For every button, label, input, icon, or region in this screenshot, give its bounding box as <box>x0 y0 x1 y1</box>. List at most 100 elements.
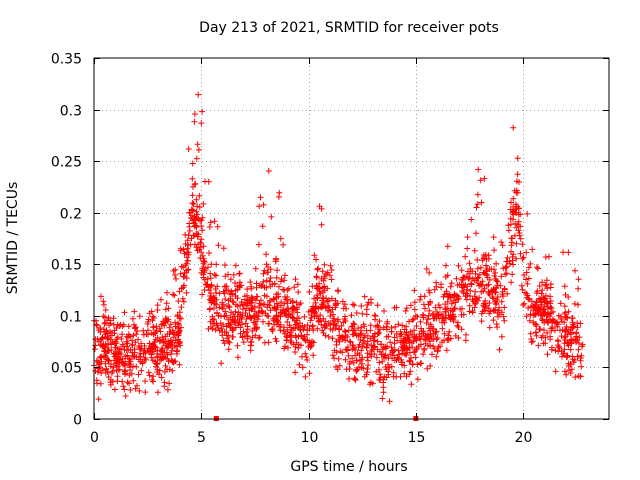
data-point <box>441 319 448 326</box>
data-point <box>372 313 379 319</box>
data-point <box>491 272 498 279</box>
data-point <box>125 323 132 330</box>
data-point <box>468 216 475 223</box>
data-point <box>369 380 376 387</box>
data-point <box>138 345 145 352</box>
data-point <box>375 329 382 336</box>
data-point <box>308 342 315 349</box>
data-point <box>179 295 186 302</box>
data-point <box>211 271 218 278</box>
data-point <box>408 381 415 388</box>
data-point <box>284 326 291 333</box>
data-point <box>336 362 343 369</box>
data-point <box>510 195 517 202</box>
data-point <box>341 315 348 322</box>
data-point <box>474 256 481 263</box>
data-point <box>392 323 399 330</box>
data-point <box>504 290 511 297</box>
data-point <box>175 339 182 346</box>
data-point <box>147 348 153 355</box>
data-point <box>222 283 229 290</box>
data-point <box>441 330 448 337</box>
data-point <box>327 262 334 269</box>
data-point <box>468 281 475 288</box>
data-point <box>438 284 445 291</box>
data-point <box>186 220 193 227</box>
data-point <box>127 387 134 393</box>
data-point <box>183 260 190 267</box>
data-point <box>431 345 438 352</box>
data-point <box>423 334 430 341</box>
data-point <box>470 298 477 305</box>
data-point <box>106 322 112 329</box>
data-point <box>164 331 171 338</box>
data-point <box>391 340 398 347</box>
data-point <box>380 379 387 386</box>
data-point <box>444 298 451 305</box>
data-point <box>342 337 349 344</box>
data-point <box>189 192 196 199</box>
data-point <box>505 222 512 229</box>
data-point <box>208 299 215 306</box>
data-point <box>333 341 340 348</box>
data-point <box>282 307 289 314</box>
data-point <box>439 325 446 332</box>
data-point <box>542 295 549 302</box>
data-point <box>295 323 302 330</box>
data-point <box>135 371 142 378</box>
data-point <box>135 336 142 343</box>
data-point <box>397 339 404 346</box>
data-point <box>287 338 294 344</box>
data-point <box>340 305 347 312</box>
data-point <box>552 347 559 354</box>
data-point <box>132 324 139 331</box>
data-point <box>243 329 250 336</box>
data-point <box>193 155 200 162</box>
data-point <box>346 338 353 345</box>
data-point <box>237 315 243 322</box>
data-point <box>350 320 357 327</box>
data-point <box>426 289 433 296</box>
data-point <box>177 270 184 277</box>
data-point <box>510 261 516 268</box>
data-point <box>220 337 227 344</box>
data-point <box>158 374 165 381</box>
data-point <box>547 336 554 343</box>
data-point <box>432 304 439 311</box>
data-point <box>387 339 394 346</box>
data-point <box>341 328 348 334</box>
data-point <box>319 268 326 275</box>
data-point <box>552 368 559 375</box>
data-point <box>161 349 168 356</box>
data-point <box>198 223 205 229</box>
data-point <box>318 304 325 311</box>
data-point <box>477 264 484 271</box>
data-point <box>474 275 481 282</box>
data-point <box>336 338 343 345</box>
x-tick-label: 0 <box>90 430 99 446</box>
data-point <box>467 287 474 294</box>
data-point <box>452 305 458 312</box>
data-point <box>513 240 520 247</box>
data-point <box>374 346 381 353</box>
data-point <box>409 344 416 351</box>
data-point <box>496 346 503 353</box>
data-point <box>161 368 168 375</box>
data-point <box>472 288 479 295</box>
data-point <box>527 330 534 337</box>
data-point <box>320 299 327 306</box>
data-point <box>101 301 107 308</box>
data-point <box>565 294 572 300</box>
data-point <box>414 361 421 368</box>
data-point <box>120 343 127 350</box>
data-point <box>560 249 567 256</box>
data-point <box>235 354 241 361</box>
data-point <box>175 330 182 337</box>
data-point <box>176 361 183 368</box>
data-point <box>419 311 426 318</box>
data-point <box>545 253 552 260</box>
data-point <box>301 313 308 320</box>
data-point <box>476 271 483 278</box>
data-point <box>111 386 118 393</box>
data-point <box>455 295 462 302</box>
